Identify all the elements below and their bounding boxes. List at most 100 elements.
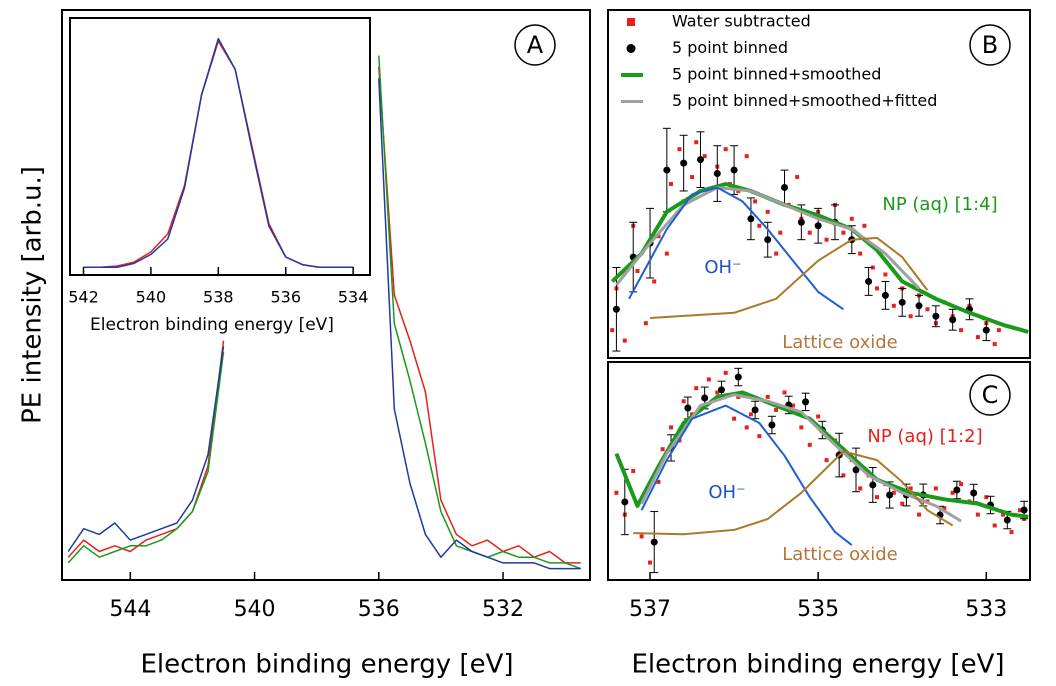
point xyxy=(797,218,805,226)
frame xyxy=(607,9,1031,359)
point xyxy=(680,159,688,167)
panel-badge xyxy=(969,374,1011,416)
point xyxy=(781,183,789,191)
point xyxy=(933,486,938,491)
point xyxy=(996,328,1001,333)
legend-label: 5 point binned+smoothed+fitted xyxy=(672,91,937,110)
point xyxy=(959,328,964,333)
x-tick-label: 538 xyxy=(203,288,234,307)
x-axis-label: Electron binding energy [eV] xyxy=(90,315,334,335)
point xyxy=(635,269,640,273)
point xyxy=(778,230,783,235)
point xyxy=(970,489,978,497)
point xyxy=(690,175,695,180)
x-tick-label: 532 xyxy=(482,597,524,622)
point xyxy=(891,303,896,308)
x-tick-label: 540 xyxy=(136,288,167,307)
point xyxy=(891,490,896,495)
legend-label: 5 point binned+smoothed xyxy=(672,65,881,84)
panel-badge xyxy=(969,24,1011,66)
point xyxy=(862,223,867,228)
x-tick-label: 542 xyxy=(68,288,99,307)
point xyxy=(656,479,661,484)
point xyxy=(849,216,854,221)
point xyxy=(841,473,846,478)
point xyxy=(650,538,658,546)
point xyxy=(614,490,619,495)
x-axis-label: Electron binding energy [eV] xyxy=(140,650,513,680)
frame xyxy=(61,9,591,581)
x-tick-label: 536 xyxy=(270,288,301,307)
legend-label: 5 point binned xyxy=(672,38,788,57)
point xyxy=(799,425,804,430)
point xyxy=(765,209,770,214)
panel-letter: C xyxy=(982,381,999,409)
point xyxy=(753,199,758,204)
point xyxy=(908,486,913,491)
annotation: NP (aq) [1:4] xyxy=(882,194,997,215)
plot-area xyxy=(614,367,1029,574)
point xyxy=(852,466,860,474)
frame xyxy=(607,361,1031,581)
x-tick-label: 537 xyxy=(629,597,671,622)
point xyxy=(715,390,720,395)
annotation: Lattice oxide xyxy=(782,332,897,353)
point xyxy=(814,222,822,230)
point xyxy=(917,512,922,517)
point xyxy=(701,394,709,402)
panel-letter: B xyxy=(982,31,998,59)
x-axis-label: Electron binding energy [eV] xyxy=(631,650,1004,680)
point xyxy=(982,326,990,334)
point xyxy=(865,277,873,285)
point xyxy=(748,412,753,417)
point xyxy=(757,434,762,439)
point xyxy=(869,481,877,489)
line-series xyxy=(640,404,853,546)
point xyxy=(886,491,894,499)
x-tick-label: 534 xyxy=(338,288,369,307)
point xyxy=(730,166,738,174)
point xyxy=(824,458,829,463)
legend-swatch xyxy=(627,18,635,26)
point xyxy=(816,414,821,419)
point xyxy=(949,316,957,324)
point xyxy=(992,342,997,347)
point xyxy=(706,377,711,382)
panel-badge xyxy=(514,24,556,66)
point xyxy=(702,154,707,159)
panel-letter: A xyxy=(527,31,544,59)
point xyxy=(744,154,749,159)
point xyxy=(621,498,629,506)
point xyxy=(925,307,930,312)
point xyxy=(664,251,669,256)
point xyxy=(751,406,759,414)
point xyxy=(631,469,636,473)
point xyxy=(898,298,906,306)
point xyxy=(684,404,692,412)
point xyxy=(696,156,704,164)
point xyxy=(1001,512,1006,517)
y-axis-label: PE intensity [arb.u.] xyxy=(18,166,48,424)
line-series xyxy=(83,37,354,269)
point xyxy=(795,175,800,180)
line-series xyxy=(67,55,581,570)
point xyxy=(858,251,863,256)
annotation: Lattice oxide xyxy=(782,544,897,565)
point xyxy=(765,394,770,399)
point xyxy=(757,223,762,228)
point xyxy=(694,386,699,391)
annotation: OH⁻ xyxy=(708,482,745,503)
frame xyxy=(69,17,371,276)
point xyxy=(782,390,787,395)
point xyxy=(723,147,728,152)
line-series xyxy=(628,186,844,311)
point xyxy=(875,286,880,291)
annotation: OH⁻ xyxy=(704,257,741,278)
point xyxy=(1003,516,1011,524)
annotation: NP (aq) [1:2] xyxy=(867,426,982,447)
point xyxy=(723,370,728,375)
point xyxy=(824,237,829,242)
x-tick-label: 540 xyxy=(234,597,276,622)
point xyxy=(768,421,776,429)
